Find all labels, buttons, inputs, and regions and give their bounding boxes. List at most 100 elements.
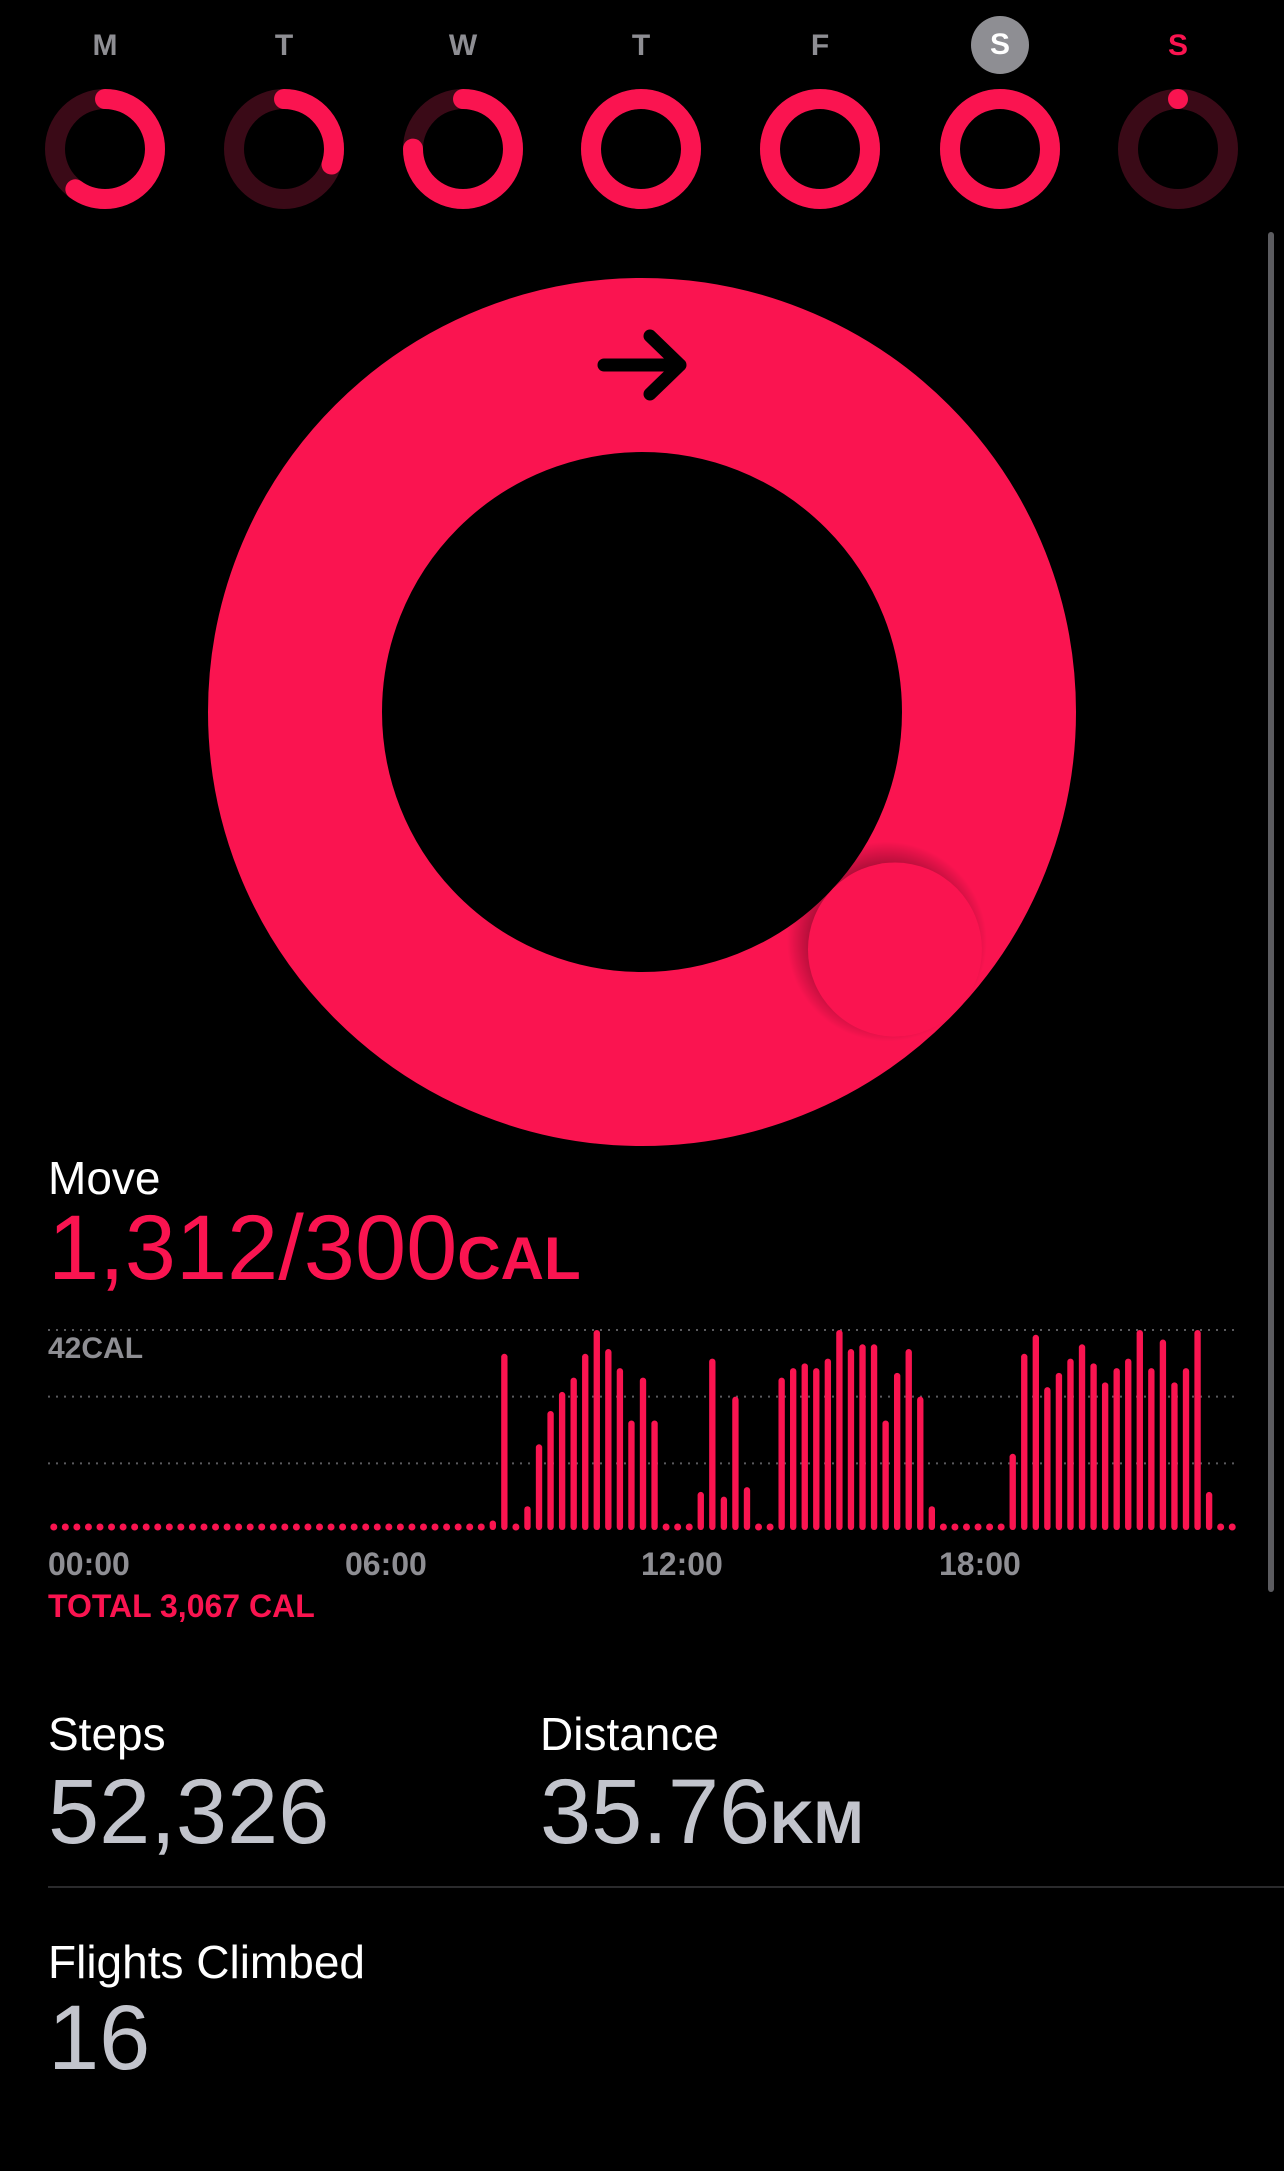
chart-bar <box>512 1523 520 1531</box>
chart-bar <box>766 1523 774 1531</box>
chart-bar <box>431 1523 439 1531</box>
day-letter[interactable]: F <box>810 29 830 62</box>
chart-bar <box>685 1523 693 1531</box>
chart-bar <box>732 1396 739 1530</box>
move-ring-cap <box>807 862 982 1037</box>
chart-bar <box>859 1344 866 1530</box>
distance-value-number: 35.76 <box>540 1761 771 1863</box>
x-tick-label: 12:00 <box>641 1546 723 1582</box>
chart-bar <box>628 1420 635 1530</box>
chart-bar <box>339 1523 347 1531</box>
chart-bar <box>836 1330 843 1530</box>
day-ring-progress <box>45 89 165 209</box>
day-letter[interactable]: S <box>971 16 1029 74</box>
chart-bar <box>408 1523 416 1531</box>
chart-bar <box>443 1523 451 1531</box>
steps-value: 52,326 <box>48 1761 330 1863</box>
chart-bar <box>997 1523 1005 1531</box>
arrow-right-icon <box>597 329 687 401</box>
day-ring[interactable] <box>43 87 167 211</box>
chart-bar <box>778 1377 785 1530</box>
chart-bar <box>269 1523 277 1531</box>
chart-bar <box>1136 1330 1143 1530</box>
chart-bar <box>558 1391 566 1530</box>
chart-max-label: 42CAL <box>48 1332 144 1365</box>
day-letter[interactable]: W <box>448 29 478 62</box>
chart-bar <box>939 1523 947 1531</box>
chart-bar <box>928 1506 936 1530</box>
chart-bar <box>316 1523 324 1531</box>
chart-bar <box>142 1523 150 1531</box>
chart-bar <box>697 1491 704 1530</box>
chart-bar <box>281 1523 289 1531</box>
chart-bar <box>1078 1344 1086 1530</box>
chart-bar <box>674 1523 682 1531</box>
chart-bar <box>131 1523 139 1531</box>
flights-value: 16 <box>48 1987 151 2089</box>
chart-bar <box>50 1523 58 1531</box>
chart-bar <box>1101 1382 1109 1530</box>
move-label: Move <box>48 1152 161 1204</box>
chart-bar <box>501 1353 508 1530</box>
day-ring[interactable] <box>758 87 882 211</box>
move-value: 1,312/300CAL <box>48 1198 581 1309</box>
chart-bar <box>477 1523 485 1531</box>
move-ring <box>208 278 1076 1146</box>
chart-bar <box>292 1523 300 1531</box>
day-letter[interactable]: T <box>631 29 651 62</box>
chart-bar <box>1148 1368 1155 1530</box>
chart-bar <box>73 1523 81 1531</box>
chart-bar <box>1032 1334 1039 1530</box>
chart-bar <box>893 1372 901 1530</box>
chart-bar <box>362 1523 370 1531</box>
day-ring-progress <box>581 89 701 209</box>
chart-bar <box>1044 1387 1051 1530</box>
chart-bar <box>212 1523 220 1531</box>
flights-label: Flights Climbed <box>48 1936 365 1988</box>
chart-bar <box>177 1523 185 1531</box>
chart-bar <box>917 1396 924 1530</box>
chart-bar <box>327 1523 335 1531</box>
day-letter[interactable]: S <box>1167 29 1188 62</box>
total-calories: TOTAL 3,067 CAL <box>48 1588 315 1624</box>
chart-bar <box>847 1349 855 1530</box>
day-ring[interactable] <box>1116 87 1240 211</box>
chart-bar <box>165 1523 173 1531</box>
day-letter[interactable]: T <box>274 29 294 62</box>
day-ring-progress <box>1168 89 1188 109</box>
chart-bar <box>84 1523 92 1531</box>
chart-bar <box>246 1523 254 1531</box>
scrollbar[interactable] <box>1268 232 1274 1592</box>
chart-bar <box>986 1523 994 1531</box>
day-ring-progress <box>224 89 344 209</box>
chart-bar <box>61 1523 69 1531</box>
section-divider <box>48 1886 1284 1888</box>
day-ring[interactable] <box>938 87 1062 211</box>
chart-bar <box>419 1523 427 1531</box>
chart-bar <box>547 1410 554 1530</box>
day-ring[interactable] <box>401 87 525 211</box>
chart-bar <box>154 1523 162 1531</box>
x-tick-label: 00:00 <box>48 1546 130 1582</box>
chart-bar <box>489 1520 496 1530</box>
chart-bar <box>385 1523 393 1531</box>
chart-bar <box>535 1444 543 1530</box>
chart-bar <box>1171 1382 1178 1530</box>
chart-bar <box>1021 1353 1028 1530</box>
x-tick-label: 18:00 <box>939 1546 1021 1582</box>
chart-bar <box>813 1368 820 1530</box>
chart-bar <box>373 1523 381 1531</box>
chart-bar <box>593 1330 600 1530</box>
chart-bar <box>1009 1453 1016 1530</box>
chart-bar <box>108 1523 116 1531</box>
chart-bar <box>1205 1491 1213 1530</box>
chart-bar <box>743 1487 751 1530</box>
day-letter[interactable]: M <box>92 29 118 62</box>
x-tick-label: 06:00 <box>345 1546 427 1582</box>
day-ring[interactable] <box>579 87 703 211</box>
move-value-unit: CAL <box>457 1225 581 1292</box>
day-ring[interactable] <box>222 87 346 211</box>
chart-bar <box>962 1523 970 1531</box>
chart-bar <box>639 1377 647 1530</box>
